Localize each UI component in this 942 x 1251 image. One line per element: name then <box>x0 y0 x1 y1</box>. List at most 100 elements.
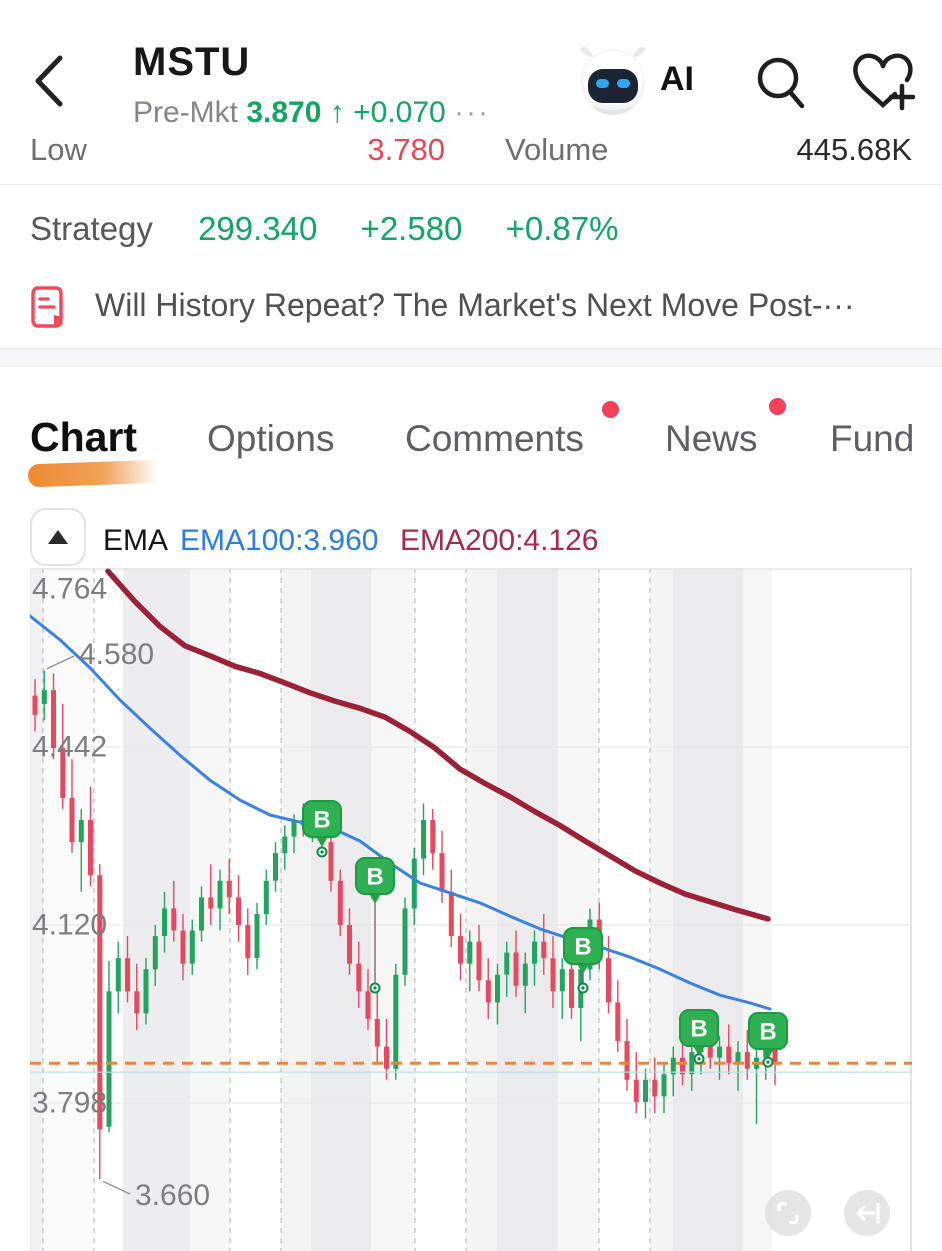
strategy-price: 299.340 <box>198 210 318 247</box>
candle-body <box>735 1052 741 1064</box>
tab-fund[interactable]: Fund <box>830 418 915 459</box>
collapse-indicator-button[interactable] <box>30 508 86 566</box>
arrow-left-bar-icon <box>856 1202 880 1224</box>
candle-body <box>78 820 84 843</box>
strategy-row[interactable]: Strategy 299.340 +2.580 +0.87% <box>30 200 912 258</box>
candle-body <box>476 941 482 981</box>
candle-body <box>513 952 519 986</box>
ema200-line <box>105 568 771 922</box>
annotation-label: 4.580 <box>79 638 154 671</box>
candle-body <box>448 891 454 936</box>
candle-body <box>152 936 158 970</box>
buy-marker[interactable]: B <box>679 1009 719 1065</box>
candle-body <box>550 958 556 992</box>
candle-body <box>495 974 500 1003</box>
fullscreen-icon <box>777 1202 799 1224</box>
buy-marker[interactable]: B <box>355 857 395 994</box>
session-band <box>497 568 558 1251</box>
news-headline: Will History Repeat? The Market's Next M… <box>95 287 855 323</box>
active-tab-underline <box>27 459 165 488</box>
candle-body <box>661 1074 667 1097</box>
candle-body <box>532 941 537 964</box>
candle-body <box>643 1079 648 1102</box>
session-band <box>772 568 912 1251</box>
tab-chart[interactable]: Chart <box>30 414 138 460</box>
ema-group-label[interactable]: EMA <box>103 524 169 557</box>
tab-options[interactable]: Options <box>207 418 335 459</box>
strategy-label: Strategy <box>30 210 153 247</box>
buy-marker[interactable]: B <box>563 927 603 994</box>
up-arrow-icon: ↑ <box>329 96 345 129</box>
annotation-label: 3.660 <box>135 1179 210 1212</box>
candle-body <box>106 991 112 1127</box>
more-dots-icon[interactable]: ··· <box>454 96 491 129</box>
candle-body <box>670 1057 676 1075</box>
candle-body <box>97 875 103 1130</box>
candle-body <box>226 880 232 898</box>
candle-body <box>208 897 214 909</box>
jump-to-latest-button[interactable] <box>844 1190 890 1236</box>
candle-body <box>356 963 362 992</box>
candle-body <box>337 880 343 925</box>
ai-label: AI <box>660 60 694 98</box>
tab-comments[interactable]: Comments <box>405 418 584 459</box>
news-badge-dot <box>769 398 786 415</box>
premarket-change: +0.070 <box>353 96 446 129</box>
candle-body <box>115 958 121 992</box>
candle-body <box>263 880 269 914</box>
ai-assistant-icon[interactable] <box>572 42 654 118</box>
candle-body <box>125 958 130 992</box>
low-value: 3.780 <box>367 132 445 167</box>
candle-body <box>485 980 491 1003</box>
svg-text:B: B <box>759 1019 776 1046</box>
candle-body <box>60 748 66 798</box>
buy-marker[interactable]: B <box>302 800 342 858</box>
candle-body <box>69 797 75 843</box>
ema100-value-label: EMA100:3.960 <box>180 524 379 557</box>
candle-body <box>439 853 445 892</box>
candle-body <box>411 858 417 909</box>
session-label: Pre-Mkt <box>133 96 238 129</box>
tab-news[interactable]: News <box>665 418 758 459</box>
back-icon[interactable] <box>26 50 76 112</box>
session-band <box>371 568 415 1251</box>
candle-body <box>291 820 297 837</box>
buy-marker[interactable]: B <box>748 1012 788 1068</box>
candle-body <box>633 1079 639 1102</box>
add-to-watchlist-icon[interactable] <box>850 50 916 114</box>
candle-body <box>559 969 565 992</box>
strategy-change: +2.580 <box>360 210 463 247</box>
candle-body <box>162 908 167 936</box>
candle-body <box>171 908 177 931</box>
session-band <box>599 568 650 1251</box>
candle-body <box>624 1041 630 1080</box>
annotation-pointer <box>102 1180 131 1195</box>
candle-body <box>569 969 574 1008</box>
session-band <box>43 568 94 1251</box>
candle-body <box>217 880 223 909</box>
candle-body <box>680 1057 685 1075</box>
svg-text:B: B <box>690 1016 707 1043</box>
candle-body <box>772 1046 778 1064</box>
candle-body <box>199 897 204 931</box>
svg-text:B: B <box>313 807 330 834</box>
candle-body <box>458 936 463 964</box>
candle-body <box>365 991 371 1019</box>
candle-body <box>606 958 611 1003</box>
symbol-title: MSTU <box>133 40 251 84</box>
annotation-pointer <box>46 655 75 670</box>
price-chart[interactable]: 4.580 3.660 4.764 4.442 4.120 3.798 B B B B B <box>30 568 912 1251</box>
candle-body <box>522 963 528 986</box>
strategy-change-pct: +0.87% <box>505 210 619 247</box>
fullscreen-button[interactable] <box>765 1190 811 1236</box>
news-row[interactable]: Will History Repeat? The Market's Next M… <box>0 270 942 340</box>
ema100-line <box>30 614 772 1011</box>
price-axis-label: 4.442 <box>32 731 107 764</box>
session-band <box>650 568 673 1251</box>
search-icon[interactable] <box>752 52 812 112</box>
candle-body <box>32 695 38 715</box>
candle-body <box>143 969 149 1014</box>
candle-body <box>245 925 251 959</box>
news-icon <box>31 286 63 328</box>
session-band <box>558 568 599 1251</box>
